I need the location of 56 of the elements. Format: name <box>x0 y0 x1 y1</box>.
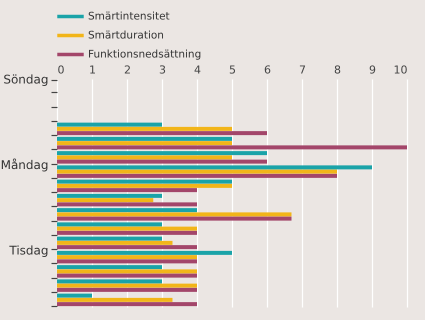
bar <box>57 216 292 221</box>
bar <box>57 131 267 136</box>
x-tick-label: 5 <box>229 64 236 76</box>
legend-label: Smärtduration <box>88 30 164 42</box>
bar <box>57 265 162 270</box>
bar <box>57 255 197 260</box>
bar <box>57 145 407 150</box>
x-tick-label: 6 <box>264 64 271 76</box>
bar <box>57 274 197 278</box>
y-tick-label: Söndag <box>3 72 48 86</box>
bar <box>57 160 267 164</box>
bar <box>57 155 232 160</box>
bar <box>57 151 267 156</box>
bar <box>57 240 172 245</box>
legend-label: Smärtintensitet <box>88 10 170 22</box>
x-tick-label: 3 <box>159 64 166 76</box>
bar <box>57 136 232 141</box>
bar <box>57 250 232 255</box>
bar <box>57 208 197 212</box>
x-tick-label: 0 <box>58 64 64 76</box>
bar <box>57 259 197 264</box>
bar <box>57 279 162 284</box>
bar <box>57 212 292 216</box>
x-tick-label: 4 <box>194 64 201 76</box>
bar <box>57 180 232 184</box>
bar <box>57 165 372 170</box>
y-tick-label: Måndag <box>0 158 48 172</box>
x-tick-label: 2 <box>124 64 131 76</box>
bar <box>57 284 197 288</box>
y-tick-label: Tisdag <box>8 244 48 258</box>
bar <box>57 269 197 274</box>
bar <box>57 170 337 174</box>
x-tick-label: 7 <box>299 64 306 76</box>
bar <box>57 230 197 235</box>
x-tick-label: 9 <box>369 64 376 76</box>
bar <box>57 298 172 302</box>
bar <box>57 141 232 146</box>
bar <box>57 294 92 298</box>
bar <box>57 198 154 202</box>
x-tick-label: 10 <box>394 64 408 76</box>
bar <box>57 226 197 231</box>
bar <box>57 288 197 292</box>
bar <box>57 188 197 192</box>
bar <box>57 222 162 226</box>
x-tick-label: 1 <box>89 64 96 76</box>
bar <box>57 236 162 241</box>
bar <box>57 184 232 188</box>
bar <box>57 202 197 206</box>
bar <box>57 122 162 127</box>
x-tick-label: 8 <box>334 64 341 76</box>
legend-label: Funktionsnedsättning <box>88 48 202 60</box>
bar <box>57 194 162 198</box>
bar <box>57 126 232 131</box>
bar <box>57 174 337 178</box>
bar <box>57 245 197 250</box>
bar <box>57 302 197 306</box>
